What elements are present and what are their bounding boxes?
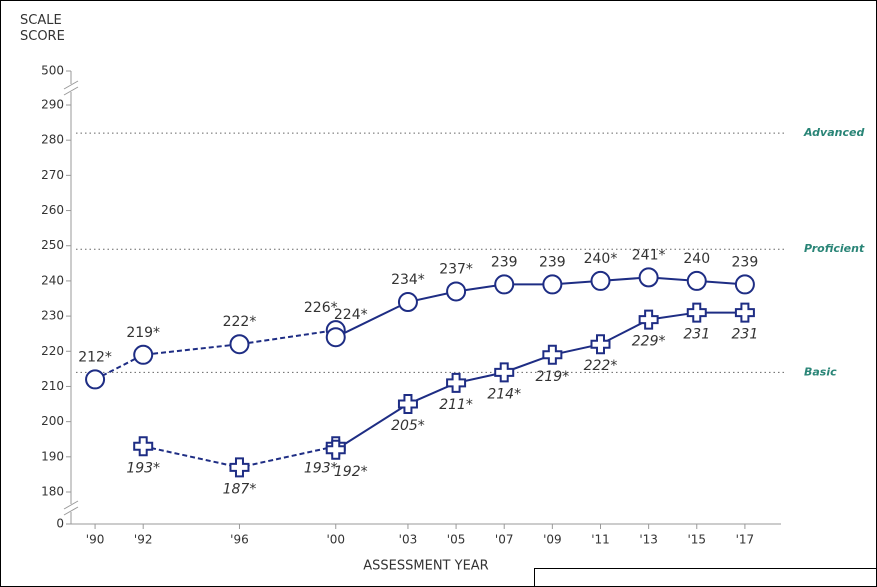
circle-marker (85, 369, 106, 390)
x-tick-label: '07 (495, 533, 514, 547)
value-label: 234* (391, 272, 425, 288)
x-tick-label: '09 (543, 533, 562, 547)
plus-marker (494, 362, 515, 383)
circle-marker (686, 270, 707, 291)
y-axis-label: SCALE SCORE (20, 13, 65, 44)
x-tick-label: '03 (399, 533, 418, 547)
value-label: 214* (487, 386, 521, 402)
y-tick-label: 0 (56, 517, 64, 531)
value-label: 212* (78, 349, 112, 365)
value-label: 240 (683, 251, 710, 267)
y-tick-label: 240 (41, 273, 64, 287)
y-tick-label: 200 (41, 414, 64, 428)
axis-break (63, 80, 79, 90)
value-label: 239 (732, 254, 759, 270)
axis-break (63, 86, 79, 96)
value-label: 211* (439, 397, 473, 413)
circle-marker (638, 267, 659, 288)
plus-marker (133, 436, 154, 457)
value-label: 229* (632, 334, 666, 350)
plus-marker (590, 334, 611, 355)
plus-marker (734, 302, 755, 323)
axis-break (65, 84, 77, 92)
y-tick-label: 230 (41, 309, 64, 323)
x-axis-label: ASSESSMENT YEAR (363, 559, 488, 574)
x-tick-label: '05 (447, 533, 466, 547)
circle-marker (494, 274, 515, 295)
x-tick-label: '00 (326, 533, 345, 547)
circle-marker (325, 327, 346, 348)
y-tick-label: 500 (41, 64, 64, 78)
series-line (94, 329, 336, 381)
plus-marker (446, 372, 467, 393)
tooltip-box (534, 568, 876, 586)
x-tick-label: '96 (230, 533, 249, 547)
value-label: 205* (391, 418, 425, 434)
y-tick-label: 220 (41, 344, 64, 358)
circle-marker (446, 281, 467, 302)
circle-marker (590, 270, 611, 291)
axis-break (63, 506, 79, 516)
x-tick-label: '17 (736, 533, 755, 547)
y-tick-label: 270 (41, 168, 64, 182)
value-label: 187* (223, 481, 257, 497)
circle-marker (542, 274, 563, 295)
circle-marker (734, 274, 755, 295)
plus-marker (397, 394, 418, 415)
x-tick-label: '15 (687, 533, 706, 547)
reference-label: Advanced (803, 126, 864, 139)
circle-marker (229, 334, 250, 355)
value-label: 193* (304, 460, 338, 476)
y-tick-label: 190 (41, 449, 64, 463)
value-label: 241* (632, 247, 666, 263)
reference-label: Proficient (804, 242, 865, 255)
axis-break (63, 500, 79, 510)
value-label: 240* (584, 251, 618, 267)
plus-marker (638, 309, 659, 330)
value-label: 193* (126, 460, 160, 476)
x-tick-label: '13 (639, 533, 658, 547)
value-label: 219* (126, 325, 160, 341)
plus-marker (542, 344, 563, 365)
plus-marker (229, 457, 250, 478)
value-label: 192* (334, 464, 368, 480)
y-tick-label: 250 (41, 238, 64, 252)
circle-marker (133, 344, 154, 365)
x-tick-label: '11 (591, 533, 610, 547)
circle-marker (397, 292, 418, 313)
value-label: 222* (584, 358, 618, 374)
y-tick-label: 260 (41, 203, 64, 217)
y-tick-label: 290 (41, 98, 64, 112)
value-label: 231 (683, 327, 710, 343)
value-label: 219* (535, 369, 569, 385)
plus-marker (686, 302, 707, 323)
value-label: 224* (334, 307, 368, 323)
x-tick-label: '92 (134, 533, 153, 547)
y-tick-label: 280 (41, 133, 64, 147)
value-label: 226* (304, 300, 338, 316)
axis-break (65, 504, 77, 512)
value-label: 222* (223, 314, 257, 330)
y-tick-label: 180 (41, 485, 64, 499)
reference-label: Basic (804, 365, 837, 378)
y-tick-label: 210 (41, 379, 64, 393)
plus-marker (325, 439, 346, 460)
value-label: 239 (491, 254, 518, 270)
value-label: 239 (539, 254, 566, 270)
x-tick-label: '90 (86, 533, 105, 547)
value-label: 237* (439, 261, 473, 277)
value-label: 231 (732, 327, 759, 343)
